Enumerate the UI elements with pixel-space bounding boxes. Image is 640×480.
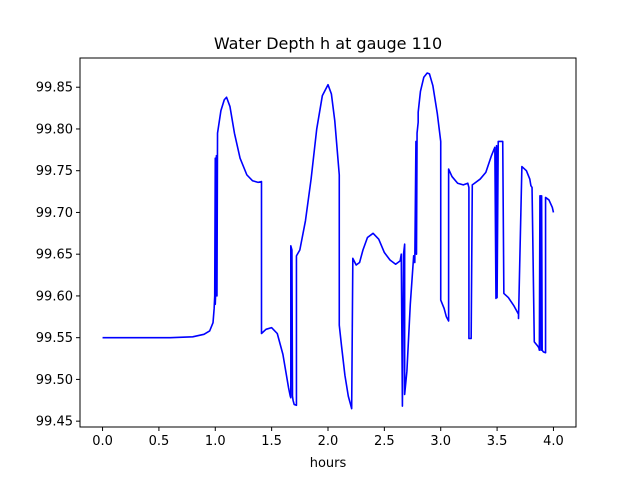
x-tick-label: 2.5 (374, 434, 395, 449)
chart-title: Water Depth h at gauge 110 (214, 34, 442, 53)
x-tick-label: 3.5 (487, 434, 508, 449)
plot-frame (79, 57, 577, 428)
y-axis-ticks: 99.45 99.50 99.55 99.60 99.65 99.70 99.75 99.80… (36, 81, 80, 430)
x-tick-label: 1.0 (205, 434, 226, 449)
y-tick-label: 99.50 (36, 373, 73, 388)
y-tick-label: 99.45 (36, 415, 73, 430)
y-tick-label: 99.60 (36, 289, 73, 304)
x-axis-label: hours (310, 456, 347, 471)
y-tick-label: 99.80 (36, 122, 73, 137)
x-tick-label: 2.0 (318, 434, 339, 449)
x-tick-label: 0.5 (149, 434, 170, 449)
x-tick-label: 0.0 (92, 434, 113, 449)
y-tick-label: 99.65 (36, 248, 73, 263)
series-layer (102, 72, 555, 410)
x-tick-label: 3.0 (430, 434, 451, 449)
water-depth-line (102, 72, 555, 410)
x-tick-label: 1.5 (261, 434, 282, 449)
y-tick-label: 99.75 (36, 164, 73, 179)
y-tick-label: 99.85 (36, 81, 73, 96)
y-tick-label: 99.70 (36, 206, 73, 221)
x-tick-label: 4.0 (543, 434, 564, 449)
x-axis-ticks: 0.0 0.5 1.0 1.5 2.0 2.5 3.0 3.5 4.0 (92, 427, 564, 449)
y-tick-label: 99.55 (36, 331, 73, 346)
